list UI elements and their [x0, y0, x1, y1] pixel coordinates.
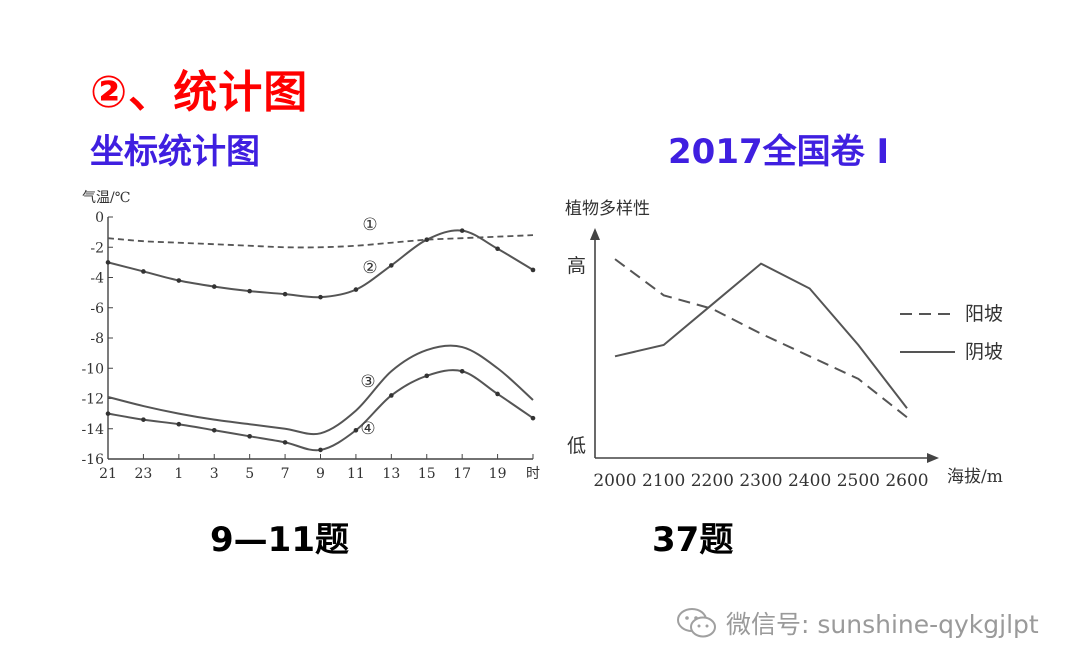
- y-tick-label: -12: [81, 392, 104, 408]
- y-axis-label: 气温/℃: [82, 190, 130, 206]
- data-point: [459, 228, 465, 233]
- series-line: [107, 234, 534, 249]
- data-point: [353, 427, 359, 433]
- series-label: ③: [360, 372, 375, 392]
- data-point: [247, 288, 252, 294]
- data-point: [211, 427, 217, 433]
- x-tick-label: 9: [316, 466, 325, 482]
- y-low-label: 低: [567, 435, 586, 457]
- legend-label: 阴坡: [965, 341, 1003, 363]
- x-tick-label: 2300: [739, 471, 782, 491]
- page-heading: ②、统计图: [90, 67, 309, 118]
- series-line: [614, 258, 908, 419]
- data-point: [495, 246, 500, 252]
- x-tick-label: 13: [382, 466, 400, 482]
- data-point: [176, 421, 182, 427]
- wechat-icon: [677, 608, 716, 638]
- x-tick-label: 15: [418, 466, 436, 482]
- data-point: [176, 278, 182, 283]
- data-point: [282, 440, 288, 445]
- data-point: [211, 284, 217, 289]
- x-tick-label: 21: [99, 466, 117, 482]
- x-tick-label: 2000: [593, 471, 636, 491]
- plant-diversity-chart: 植物多样性 高 低 海拔/m 2000 2100 2200 2300 2400 2500 2…: [565, 199, 1003, 491]
- y-axis-arrow: [590, 228, 600, 240]
- series-line: [107, 229, 534, 299]
- x-tick-label: 5: [245, 466, 254, 482]
- x-tick-label: 3: [210, 466, 219, 482]
- y-tick-label: -14: [81, 422, 104, 438]
- watermark-text: 微信号: sunshine-qykgjlpt: [726, 610, 1039, 639]
- x-tick-label: 2400: [788, 471, 831, 491]
- data-point: [424, 373, 430, 379]
- data-point: [424, 237, 430, 242]
- x-tick-label: 2600: [885, 471, 928, 491]
- data-point: [141, 417, 146, 422]
- x-tick-label: 17: [453, 466, 471, 482]
- y-tick-label: -6: [90, 301, 104, 317]
- right-heading: 2017全国卷 I: [668, 132, 890, 172]
- data-point: [318, 447, 323, 453]
- y-tick-label: -2: [90, 240, 104, 256]
- legend-label: 阳坡: [965, 303, 1003, 325]
- y-tick-label: -8: [90, 331, 104, 347]
- series-label: ①: [362, 215, 377, 235]
- series-line: [107, 369, 534, 452]
- data-point: [105, 260, 111, 265]
- data-point: [353, 287, 359, 292]
- x-axis-arrow: [927, 453, 939, 463]
- series-line: [614, 262, 908, 409]
- x-tick-label: 1: [174, 466, 183, 482]
- data-point: [247, 434, 252, 439]
- data-point: [459, 368, 465, 374]
- y-tick-label: -4: [90, 271, 104, 287]
- x-tick-label: 2100: [642, 471, 685, 491]
- series-label: ④: [360, 419, 375, 439]
- data-point: [530, 415, 536, 421]
- data-point: [530, 267, 536, 273]
- data-point: [105, 411, 111, 416]
- x-tick-label: 23: [135, 466, 153, 482]
- watermark: 微信号: sunshine-qykgjlpt: [676, 605, 1039, 641]
- x-tick-label: 7: [281, 466, 290, 482]
- data-point: [389, 393, 394, 398]
- data-point: [318, 294, 323, 300]
- x-tick-label: 2500: [837, 471, 880, 491]
- x-tick-label: 2200: [691, 471, 734, 491]
- data-point: [389, 263, 394, 268]
- x-tick-label: 时: [526, 466, 540, 482]
- caption-left: 9—11题: [210, 520, 349, 560]
- series-label: ②: [362, 258, 377, 278]
- x-axis-label: 海拔/m: [947, 467, 1003, 487]
- caption-right: 37题: [652, 520, 734, 560]
- y-high-label: 高: [567, 255, 586, 277]
- y-tick-label: -16: [81, 452, 104, 468]
- temperature-chart: 气温/℃ 0-2-4-6-8-10-12-14-16 21 23 1 3 5 7 9 11 13…: [81, 190, 540, 482]
- data-point: [495, 391, 500, 397]
- y-axis-label: 植物多样性: [565, 199, 650, 219]
- data-point: [141, 269, 146, 274]
- x-tick-label: 19: [489, 466, 507, 482]
- x-tick-label: 11: [347, 466, 365, 482]
- sub-heading: 坐标统计图: [90, 132, 260, 172]
- y-tick-label: 0: [95, 210, 104, 226]
- data-point: [282, 291, 288, 297]
- series-line: [107, 344, 534, 436]
- y-tick-label: -10: [81, 361, 104, 377]
